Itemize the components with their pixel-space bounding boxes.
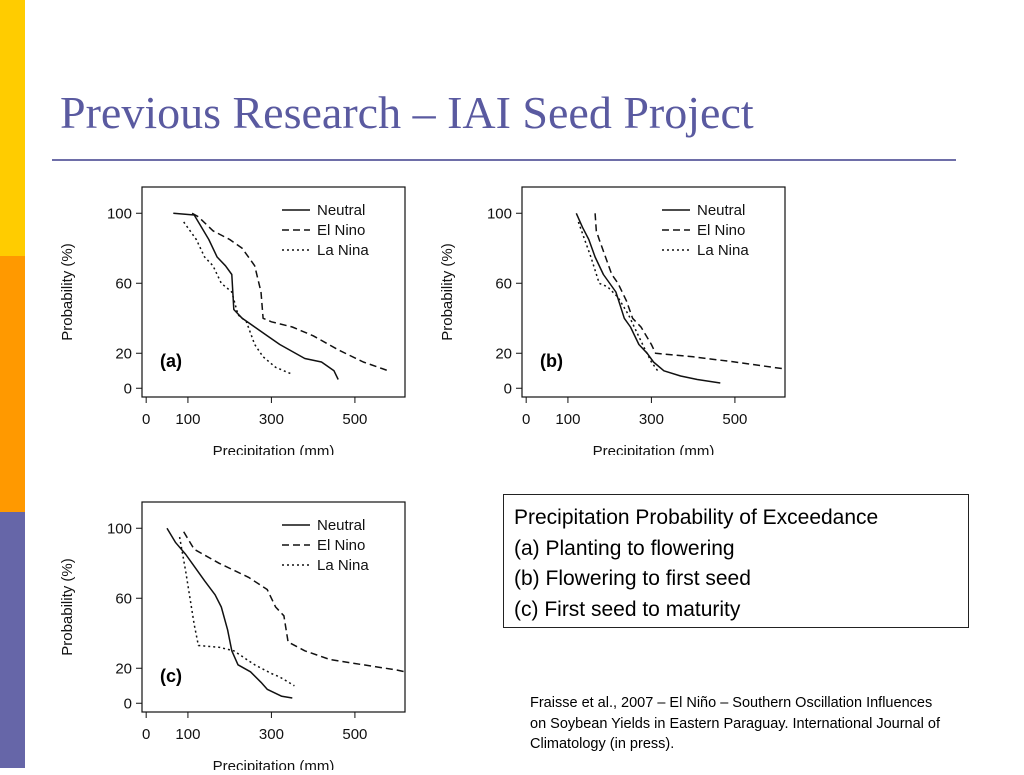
citation-line: Climatology (in press). xyxy=(530,736,675,752)
x-tick-label: 0 xyxy=(142,411,150,428)
chart-svg: 0 20 60 100 0 100 300 500 Precipitation (mm) Prob… xyxy=(439,186,786,460)
plot-frame xyxy=(141,186,406,398)
series-line-el-nino xyxy=(594,213,786,370)
x-tick-label: 0 xyxy=(522,411,530,428)
chart-panel-c: 0 20 60 100 0 100 300 500 Precipitation (mm) Prob… xyxy=(40,485,410,775)
legend-label: La Nina xyxy=(317,242,369,259)
y-tick-label: 20 xyxy=(115,660,132,677)
slide-title: Previous Research – IAI Seed Project xyxy=(60,87,754,138)
panel-label: (a) xyxy=(160,351,182,371)
caption-line-a: (a) Planting to flowering xyxy=(514,536,735,560)
legend-label: La Nina xyxy=(697,242,749,259)
title-underline xyxy=(52,159,956,161)
x-tick-label: 300 xyxy=(259,726,284,743)
citation-line: on Soybean Yields in Eastern Paraguay. I… xyxy=(530,715,941,732)
plot-frame xyxy=(521,186,786,398)
series-line-el-nino xyxy=(191,212,389,372)
accent-bar-yellow xyxy=(0,0,25,256)
x-tick-label: 500 xyxy=(722,411,747,428)
y-axis-label: Probability (%) xyxy=(439,243,456,341)
panel-label: (c) xyxy=(160,666,182,686)
legend-label: El Nino xyxy=(317,222,365,239)
x-tick-label: 100 xyxy=(555,411,580,428)
caption-line-c: (c) First seed to maturity xyxy=(514,597,741,621)
y-tick-label: 100 xyxy=(487,205,512,222)
x-tick-label: 500 xyxy=(342,411,367,428)
y-tick-label: 60 xyxy=(115,275,132,292)
panel-label: (b) xyxy=(540,351,563,371)
y-axis-label: Probability (%) xyxy=(59,558,76,656)
accent-bar-orange xyxy=(0,256,25,512)
y-axis-label: Probability (%) xyxy=(59,243,76,341)
caption-line-b: (b) Flowering to first seed xyxy=(514,567,751,590)
series-line-neutral xyxy=(173,212,339,380)
y-tick-label: 0 xyxy=(504,380,512,397)
legend-label: Neutral xyxy=(317,202,365,219)
x-axis-label: Precipitation (mm) xyxy=(213,758,335,770)
y-tick-label: 0 xyxy=(124,695,132,712)
series-line-el-nino xyxy=(183,531,406,673)
series-line-la-nina xyxy=(178,536,295,687)
x-tick-label: 500 xyxy=(342,726,367,743)
caption-box: Precipitation Probability of Exceedance … xyxy=(503,494,969,628)
y-tick-label: 20 xyxy=(115,345,132,362)
x-tick-label: 100 xyxy=(175,726,200,743)
x-tick-label: 100 xyxy=(175,411,200,428)
y-tick-label: 0 xyxy=(124,380,132,397)
y-tick-label: 100 xyxy=(107,205,132,222)
legend-label: Neutral xyxy=(697,202,745,219)
legend-label: El Nino xyxy=(697,222,745,239)
y-tick-label: 20 xyxy=(495,345,512,362)
chart-panel-b: 0 20 60 100 0 100 300 500 Precipitation (mm) Prob… xyxy=(420,170,790,460)
y-tick-label: 60 xyxy=(495,275,512,292)
x-axis-label: Precipitation (mm) xyxy=(593,443,715,455)
x-tick-label: 300 xyxy=(639,411,664,428)
y-tick-label: 100 xyxy=(107,520,132,537)
legend-label: La Nina xyxy=(317,557,369,574)
y-tick-label: 60 xyxy=(115,590,132,607)
legend-label: El Nino xyxy=(317,537,365,554)
x-tick-label: 300 xyxy=(259,411,284,428)
chart-svg: 0 20 60 100 0 100 300 500 Precipitation (mm) Prob… xyxy=(59,501,406,775)
chart-svg: 0 20 60 100 0 100 300 500 Precipitation (mm) Prob… xyxy=(59,186,406,460)
citation: Fraisse et al., 2007 – El Niño – Souther… xyxy=(530,693,1020,755)
x-axis-label: Precipitation (mm) xyxy=(213,443,335,455)
caption-heading: Precipitation Probability of Exceedance xyxy=(514,506,879,529)
citation-line: Fraisse et al., 2007 – El Niño – Souther… xyxy=(530,695,933,711)
legend-label: Neutral xyxy=(317,517,365,534)
plot-frame xyxy=(141,501,406,713)
series-line-neutral xyxy=(166,527,293,699)
chart-panel-a: 0 20 60 100 0 100 300 500 Precipitation (mm) Prob… xyxy=(40,170,410,460)
series-line-neutral xyxy=(575,212,721,384)
x-tick-label: 0 xyxy=(142,726,150,743)
series-line-la-nina xyxy=(577,221,659,372)
accent-bar-purple xyxy=(0,512,25,768)
